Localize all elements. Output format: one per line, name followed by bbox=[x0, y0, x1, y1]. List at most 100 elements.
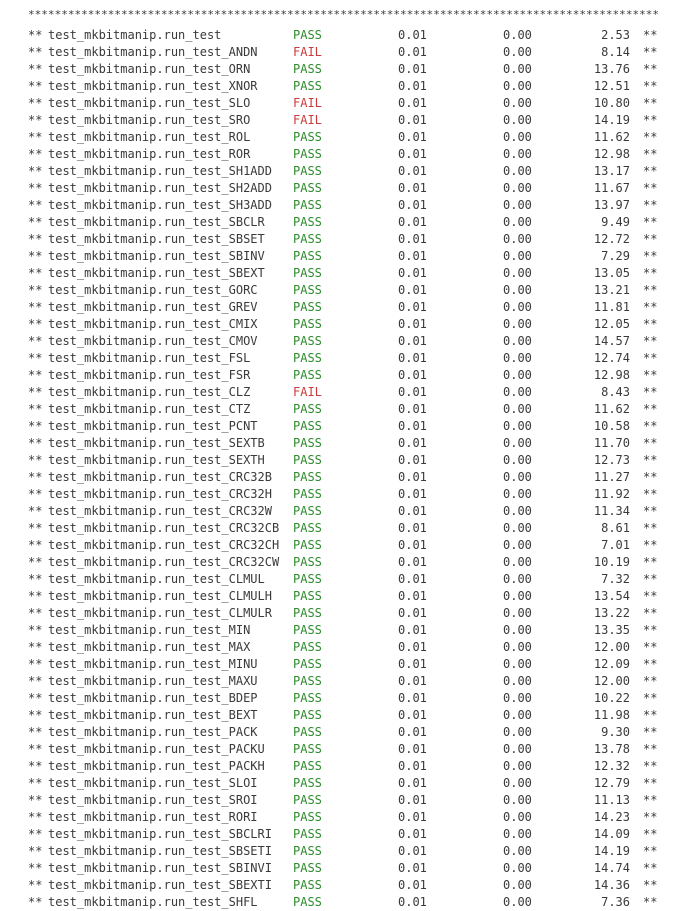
test-name: test_mkbitmanip.run_test_SBEXT bbox=[48, 266, 265, 280]
table-row: ** test_mkbitmanip.run_test_CMOV PASS 0.01 0… bbox=[0, 333, 678, 350]
test-name: test_mkbitmanip.run_test_CRC32CW bbox=[48, 555, 280, 569]
real-time: 0.00 bbox=[503, 861, 532, 875]
table-row: ** test_mkbitmanip.run_test_CRC32W PASS 0.0… bbox=[0, 503, 678, 520]
real-time: 0.00 bbox=[503, 810, 532, 824]
table-row: ** test_mkbitmanip.run_test_CRC32H PASS 0.0… bbox=[0, 486, 678, 503]
row-prefix: ** bbox=[28, 470, 43, 484]
ratio-value: 14.57 bbox=[593, 334, 630, 348]
test-name: test_mkbitmanip.run_test bbox=[48, 28, 222, 42]
real-time: 0.00 bbox=[503, 623, 532, 637]
ratio-value: 12.32 bbox=[593, 759, 630, 773]
status-badge: PASS bbox=[293, 147, 322, 161]
table-row: ** test_mkbitmanip.run_test_CTZ PASS 0.01 0.… bbox=[0, 401, 678, 418]
test-name: test_mkbitmanip.run_test_SBEXTI bbox=[48, 878, 272, 892]
row-prefix: ** bbox=[28, 96, 43, 110]
row-suffix: ** bbox=[643, 776, 658, 790]
table-row: ** test_mkbitmanip.run_test_CRC32CH PASS 0.… bbox=[0, 537, 678, 554]
status-badge: PASS bbox=[293, 555, 322, 569]
real-time: 0.00 bbox=[503, 368, 532, 382]
sim-time: 0.01 bbox=[398, 62, 427, 76]
test-name: test_mkbitmanip.run_test_XNOR bbox=[48, 79, 258, 93]
ratio-value: 12.79 bbox=[593, 776, 630, 790]
real-time: 0.00 bbox=[503, 419, 532, 433]
table-row: ** test_mkbitmanip.run_test_BEXT PASS 0.01 0… bbox=[0, 707, 678, 724]
status-badge: PASS bbox=[293, 691, 322, 705]
sim-time: 0.01 bbox=[398, 45, 427, 59]
table-row: ** test_mkbitmanip.run_test_SH1ADD PASS 0.0… bbox=[0, 163, 678, 180]
real-time: 0.00 bbox=[503, 317, 532, 331]
real-time: 0.00 bbox=[503, 436, 532, 450]
table-row: ** test_mkbitmanip.run_test_SROI PASS 0.01 0… bbox=[0, 792, 678, 809]
sim-time: 0.01 bbox=[398, 164, 427, 178]
sim-time: 0.01 bbox=[398, 266, 427, 280]
sim-time: 0.01 bbox=[398, 861, 427, 875]
real-time: 0.00 bbox=[503, 742, 532, 756]
test-name: test_mkbitmanip.run_test_SBCLR bbox=[48, 215, 265, 229]
test-name: test_mkbitmanip.run_test_ANDN bbox=[48, 45, 258, 59]
sim-time: 0.01 bbox=[398, 249, 427, 263]
ratio-value: 12.51 bbox=[593, 79, 630, 93]
sim-time: 0.01 bbox=[398, 113, 427, 127]
row-suffix: ** bbox=[643, 96, 658, 110]
table-row: ** test_mkbitmanip.run_test_CRC32B PASS 0.0… bbox=[0, 469, 678, 486]
ratio-value: 14.23 bbox=[593, 810, 630, 824]
sim-time: 0.01 bbox=[398, 776, 427, 790]
table-row: ** test_mkbitmanip.run_test_PCNT PASS 0.01 0… bbox=[0, 418, 678, 435]
status-badge: PASS bbox=[293, 266, 322, 280]
row-prefix: ** bbox=[28, 589, 43, 603]
row-suffix: ** bbox=[643, 249, 658, 263]
status-badge: PASS bbox=[293, 470, 322, 484]
status-badge: PASS bbox=[293, 28, 322, 42]
table-row: ** test_mkbitmanip.run_test_SBEXTI PASS 0.0… bbox=[0, 877, 678, 894]
status-badge: PASS bbox=[293, 300, 322, 314]
row-prefix: ** bbox=[28, 861, 43, 875]
row-suffix: ** bbox=[643, 283, 658, 297]
table-row: ** test_mkbitmanip.run_test_CMIX PASS 0.01 0… bbox=[0, 316, 678, 333]
status-badge: PASS bbox=[293, 725, 322, 739]
row-prefix: ** bbox=[28, 827, 43, 841]
status-badge: PASS bbox=[293, 181, 322, 195]
row-suffix: ** bbox=[643, 640, 658, 654]
sim-time: 0.01 bbox=[398, 691, 427, 705]
table-row: ** test_mkbitmanip.run_test_SLOI PASS 0.01 0… bbox=[0, 775, 678, 792]
ratio-value: 10.19 bbox=[593, 555, 630, 569]
status-badge: PASS bbox=[293, 589, 322, 603]
row-prefix: ** bbox=[28, 28, 43, 42]
sim-time: 0.01 bbox=[398, 453, 427, 467]
row-prefix: ** bbox=[28, 776, 43, 790]
row-suffix: ** bbox=[643, 487, 658, 501]
row-suffix: ** bbox=[643, 334, 658, 348]
ratio-value: 11.62 bbox=[593, 130, 630, 144]
row-prefix: ** bbox=[28, 453, 43, 467]
status-badge: FAIL bbox=[293, 385, 322, 399]
row-suffix: ** bbox=[643, 130, 658, 144]
status-badge: PASS bbox=[293, 538, 322, 552]
row-suffix: ** bbox=[643, 300, 658, 314]
row-prefix: ** bbox=[28, 504, 43, 518]
status-badge: PASS bbox=[293, 708, 322, 722]
row-prefix: ** bbox=[28, 657, 43, 671]
row-suffix: ** bbox=[643, 453, 658, 467]
real-time: 0.00 bbox=[503, 300, 532, 314]
real-time: 0.00 bbox=[503, 691, 532, 705]
test-name: test_mkbitmanip.run_test_MIN bbox=[48, 623, 251, 637]
row-suffix: ** bbox=[643, 232, 658, 246]
real-time: 0.00 bbox=[503, 453, 532, 467]
sim-time: 0.01 bbox=[398, 283, 427, 297]
test-name: test_mkbitmanip.run_test_SEXTH bbox=[48, 453, 265, 467]
table-row: ** test_mkbitmanip.run_test_ROL PASS 0.01 0.… bbox=[0, 129, 678, 146]
status-badge: PASS bbox=[293, 419, 322, 433]
ratio-value: 11.92 bbox=[593, 487, 630, 501]
row-prefix: ** bbox=[28, 708, 43, 722]
ratio-value: 11.70 bbox=[593, 436, 630, 450]
row-suffix: ** bbox=[643, 555, 658, 569]
real-time: 0.00 bbox=[503, 164, 532, 178]
real-time: 0.00 bbox=[503, 589, 532, 603]
row-prefix: ** bbox=[28, 113, 43, 127]
table-row: ** test_mkbitmanip.run_test_GORC PASS 0.01 0… bbox=[0, 282, 678, 299]
table-row: ** test_mkbitmanip.run_test_FSR PASS 0.01 0.… bbox=[0, 367, 678, 384]
real-time: 0.00 bbox=[503, 147, 532, 161]
table-row: ** test_mkbitmanip.run_test_SEXTH PASS 0.01… bbox=[0, 452, 678, 469]
sim-time: 0.01 bbox=[398, 181, 427, 195]
table-row: ** test_mkbitmanip.run_test_MIN PASS 0.01 0.… bbox=[0, 622, 678, 639]
